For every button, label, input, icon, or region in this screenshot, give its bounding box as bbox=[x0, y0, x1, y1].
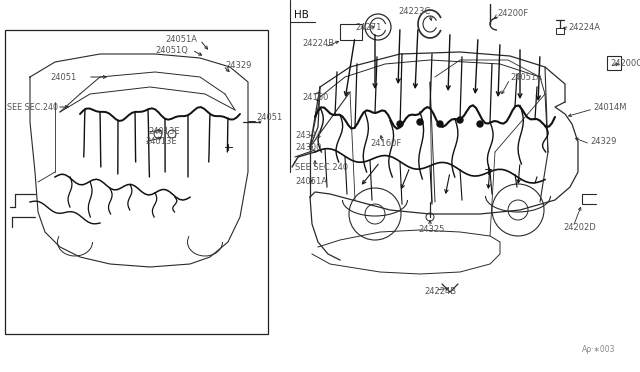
Text: 24224B: 24224B bbox=[424, 288, 456, 296]
Text: 24300: 24300 bbox=[295, 142, 321, 151]
Text: 24160F: 24160F bbox=[370, 140, 401, 148]
Text: 24013E: 24013E bbox=[148, 128, 180, 137]
Text: 24014M: 24014M bbox=[593, 103, 627, 112]
Text: 24160: 24160 bbox=[302, 93, 328, 102]
Bar bbox=[607, 56, 621, 70]
Circle shape bbox=[457, 117, 463, 123]
Text: 24200F: 24200F bbox=[497, 10, 528, 19]
Text: 24271: 24271 bbox=[355, 22, 381, 32]
Text: HB: HB bbox=[294, 10, 309, 20]
Text: 24051A: 24051A bbox=[510, 73, 542, 81]
Text: 24329: 24329 bbox=[590, 138, 616, 147]
Circle shape bbox=[477, 121, 483, 127]
Circle shape bbox=[417, 119, 423, 125]
Circle shape bbox=[397, 121, 403, 127]
Circle shape bbox=[437, 121, 443, 127]
Text: 24013E: 24013E bbox=[145, 138, 177, 147]
Text: 24224A: 24224A bbox=[568, 22, 600, 32]
Bar bbox=[340, 24, 362, 40]
Bar bbox=[5, 30, 268, 334]
Text: 24202D: 24202D bbox=[563, 222, 596, 231]
Text: 24051: 24051 bbox=[50, 73, 76, 81]
Text: 24051: 24051 bbox=[256, 113, 282, 122]
Text: 24324: 24324 bbox=[295, 131, 321, 140]
Text: SEE SEC.240: SEE SEC.240 bbox=[295, 163, 348, 171]
Text: 24051A: 24051A bbox=[165, 35, 197, 45]
Text: 24329: 24329 bbox=[225, 61, 252, 71]
Text: 24325: 24325 bbox=[418, 224, 444, 234]
Text: SEE SEC.240: SEE SEC.240 bbox=[7, 103, 58, 112]
Text: 24051Q: 24051Q bbox=[155, 45, 188, 55]
Bar bbox=[556, 28, 564, 34]
Text: Aρ·∗003: Aρ·∗003 bbox=[582, 346, 615, 355]
Text: 24223C: 24223C bbox=[398, 7, 430, 16]
Text: 24200G: 24200G bbox=[610, 60, 640, 68]
Text: 24051A: 24051A bbox=[295, 177, 327, 186]
Text: 24224B: 24224B bbox=[302, 39, 334, 48]
